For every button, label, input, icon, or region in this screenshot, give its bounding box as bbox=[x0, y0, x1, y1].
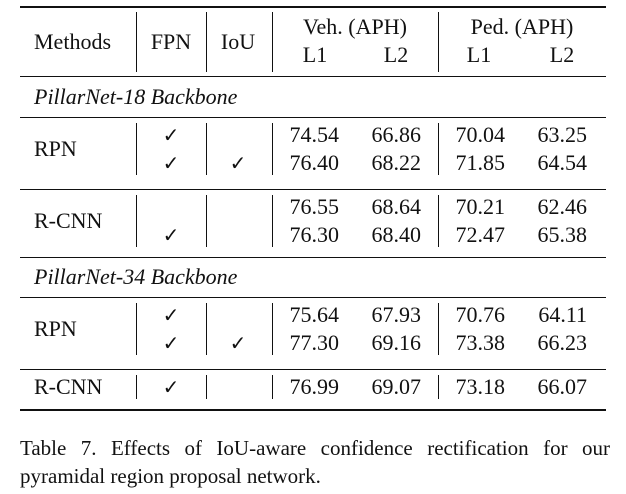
table-cell-value: 66.86 bbox=[371, 122, 422, 147]
table-cell-value: 76.55 bbox=[289, 194, 340, 219]
fpn-check-icon: ✓ bbox=[162, 123, 180, 147]
fpn-check-icon: ✓ bbox=[162, 151, 180, 175]
table-cell-value: 68.40 bbox=[371, 222, 422, 247]
column-divider bbox=[438, 123, 439, 175]
table-cell-value: 70.04 bbox=[455, 122, 506, 147]
fpn-check-icon: ✓ bbox=[162, 331, 180, 355]
group-rule bbox=[20, 189, 606, 190]
table-cell-value: 70.76 bbox=[455, 302, 506, 327]
header-veh-l2: L2 bbox=[383, 42, 409, 67]
table-cell-value: 65.38 bbox=[537, 222, 588, 247]
method-label: RPN bbox=[34, 316, 77, 341]
column-divider bbox=[206, 195, 207, 247]
fpn-check-icon: ✓ bbox=[162, 375, 180, 399]
column-divider bbox=[206, 303, 207, 355]
header-veh-l1: L1 bbox=[302, 42, 328, 67]
method-label: R-CNN bbox=[34, 374, 103, 399]
table-cell-value: 77.30 bbox=[289, 330, 340, 355]
table-cell-value: 68.22 bbox=[371, 150, 422, 175]
header-ped-aph: Ped. (APH) bbox=[470, 14, 574, 39]
caption-line-1: Table 7. Effects of IoU-aware confidence… bbox=[20, 436, 610, 460]
table-cell-value: 72.47 bbox=[455, 222, 506, 247]
bottom-rule bbox=[20, 409, 606, 411]
column-divider bbox=[438, 303, 439, 355]
section-rule bbox=[20, 297, 606, 298]
table-cell-value: 73.38 bbox=[455, 330, 506, 355]
table-cell-value: 69.16 bbox=[371, 330, 422, 355]
fpn-check-icon: ✓ bbox=[162, 303, 180, 327]
header-veh-aph: Veh. (APH) bbox=[303, 14, 407, 39]
section-title-pillarnet-18: PillarNet-18 Backbone bbox=[34, 84, 238, 109]
caption-line-2: pyramidal region proposal network. bbox=[20, 464, 321, 488]
header-rule bbox=[20, 76, 606, 77]
group-rule bbox=[20, 369, 606, 370]
table-cell-value: 75.64 bbox=[289, 302, 340, 327]
table-cell-value: 64.11 bbox=[538, 302, 587, 327]
section-title-pillarnet-34: PillarNet-34 Backbone bbox=[34, 264, 238, 289]
column-divider bbox=[136, 195, 137, 247]
table-cell-value: 74.54 bbox=[289, 122, 340, 147]
table-cell-value: 69.07 bbox=[371, 374, 422, 399]
table-cell-value: 76.30 bbox=[289, 222, 340, 247]
column-divider bbox=[206, 123, 207, 175]
column-divider bbox=[136, 375, 137, 399]
column-divider bbox=[272, 375, 273, 399]
top-rule bbox=[20, 6, 606, 8]
fpn-check-icon: ✓ bbox=[162, 223, 180, 247]
table-cell-value: 63.25 bbox=[537, 122, 588, 147]
method-label: RPN bbox=[34, 136, 77, 161]
iou-check-icon: ✓ bbox=[229, 151, 247, 175]
column-divider bbox=[272, 123, 273, 175]
column-divider bbox=[272, 303, 273, 355]
header-divider bbox=[206, 12, 207, 72]
table-cell-value: 67.93 bbox=[371, 302, 422, 327]
table-cell-value: 76.99 bbox=[289, 374, 340, 399]
table-cell-value: 76.40 bbox=[289, 150, 340, 175]
table-caption: Table 7. Effects of IoU-aware confidence… bbox=[20, 434, 610, 490]
table-cell-value: 70.21 bbox=[455, 194, 506, 219]
header-divider bbox=[438, 12, 439, 72]
header-divider bbox=[272, 12, 273, 72]
column-divider bbox=[438, 375, 439, 399]
header-ped-l2: L2 bbox=[549, 42, 575, 67]
column-divider bbox=[272, 195, 273, 247]
header-methods: Methods bbox=[34, 29, 111, 54]
column-divider bbox=[438, 195, 439, 247]
table-cell-value: 73.18 bbox=[455, 374, 506, 399]
table-cell-value: 64.54 bbox=[537, 150, 588, 175]
table-cell-value: 66.07 bbox=[537, 374, 588, 399]
results-table: Methods FPN IoU Veh. (APH) Ped. (APH) L1… bbox=[20, 6, 606, 411]
method-label: R-CNN bbox=[34, 208, 103, 233]
section-rule bbox=[20, 117, 606, 118]
column-divider bbox=[136, 303, 137, 355]
table-cell-value: 71.85 bbox=[455, 150, 506, 175]
table-cell-value: 62.46 bbox=[537, 194, 588, 219]
table-cell-value: 66.23 bbox=[537, 330, 588, 355]
header-fpn: FPN bbox=[150, 29, 192, 54]
header-ped-l1: L1 bbox=[466, 42, 492, 67]
header-divider bbox=[136, 12, 137, 72]
column-divider bbox=[206, 375, 207, 399]
column-divider bbox=[136, 123, 137, 175]
section-rule bbox=[20, 257, 606, 258]
table-cell-value: 68.64 bbox=[371, 194, 422, 219]
iou-check-icon: ✓ bbox=[229, 331, 247, 355]
header-iou: IoU bbox=[220, 29, 256, 54]
